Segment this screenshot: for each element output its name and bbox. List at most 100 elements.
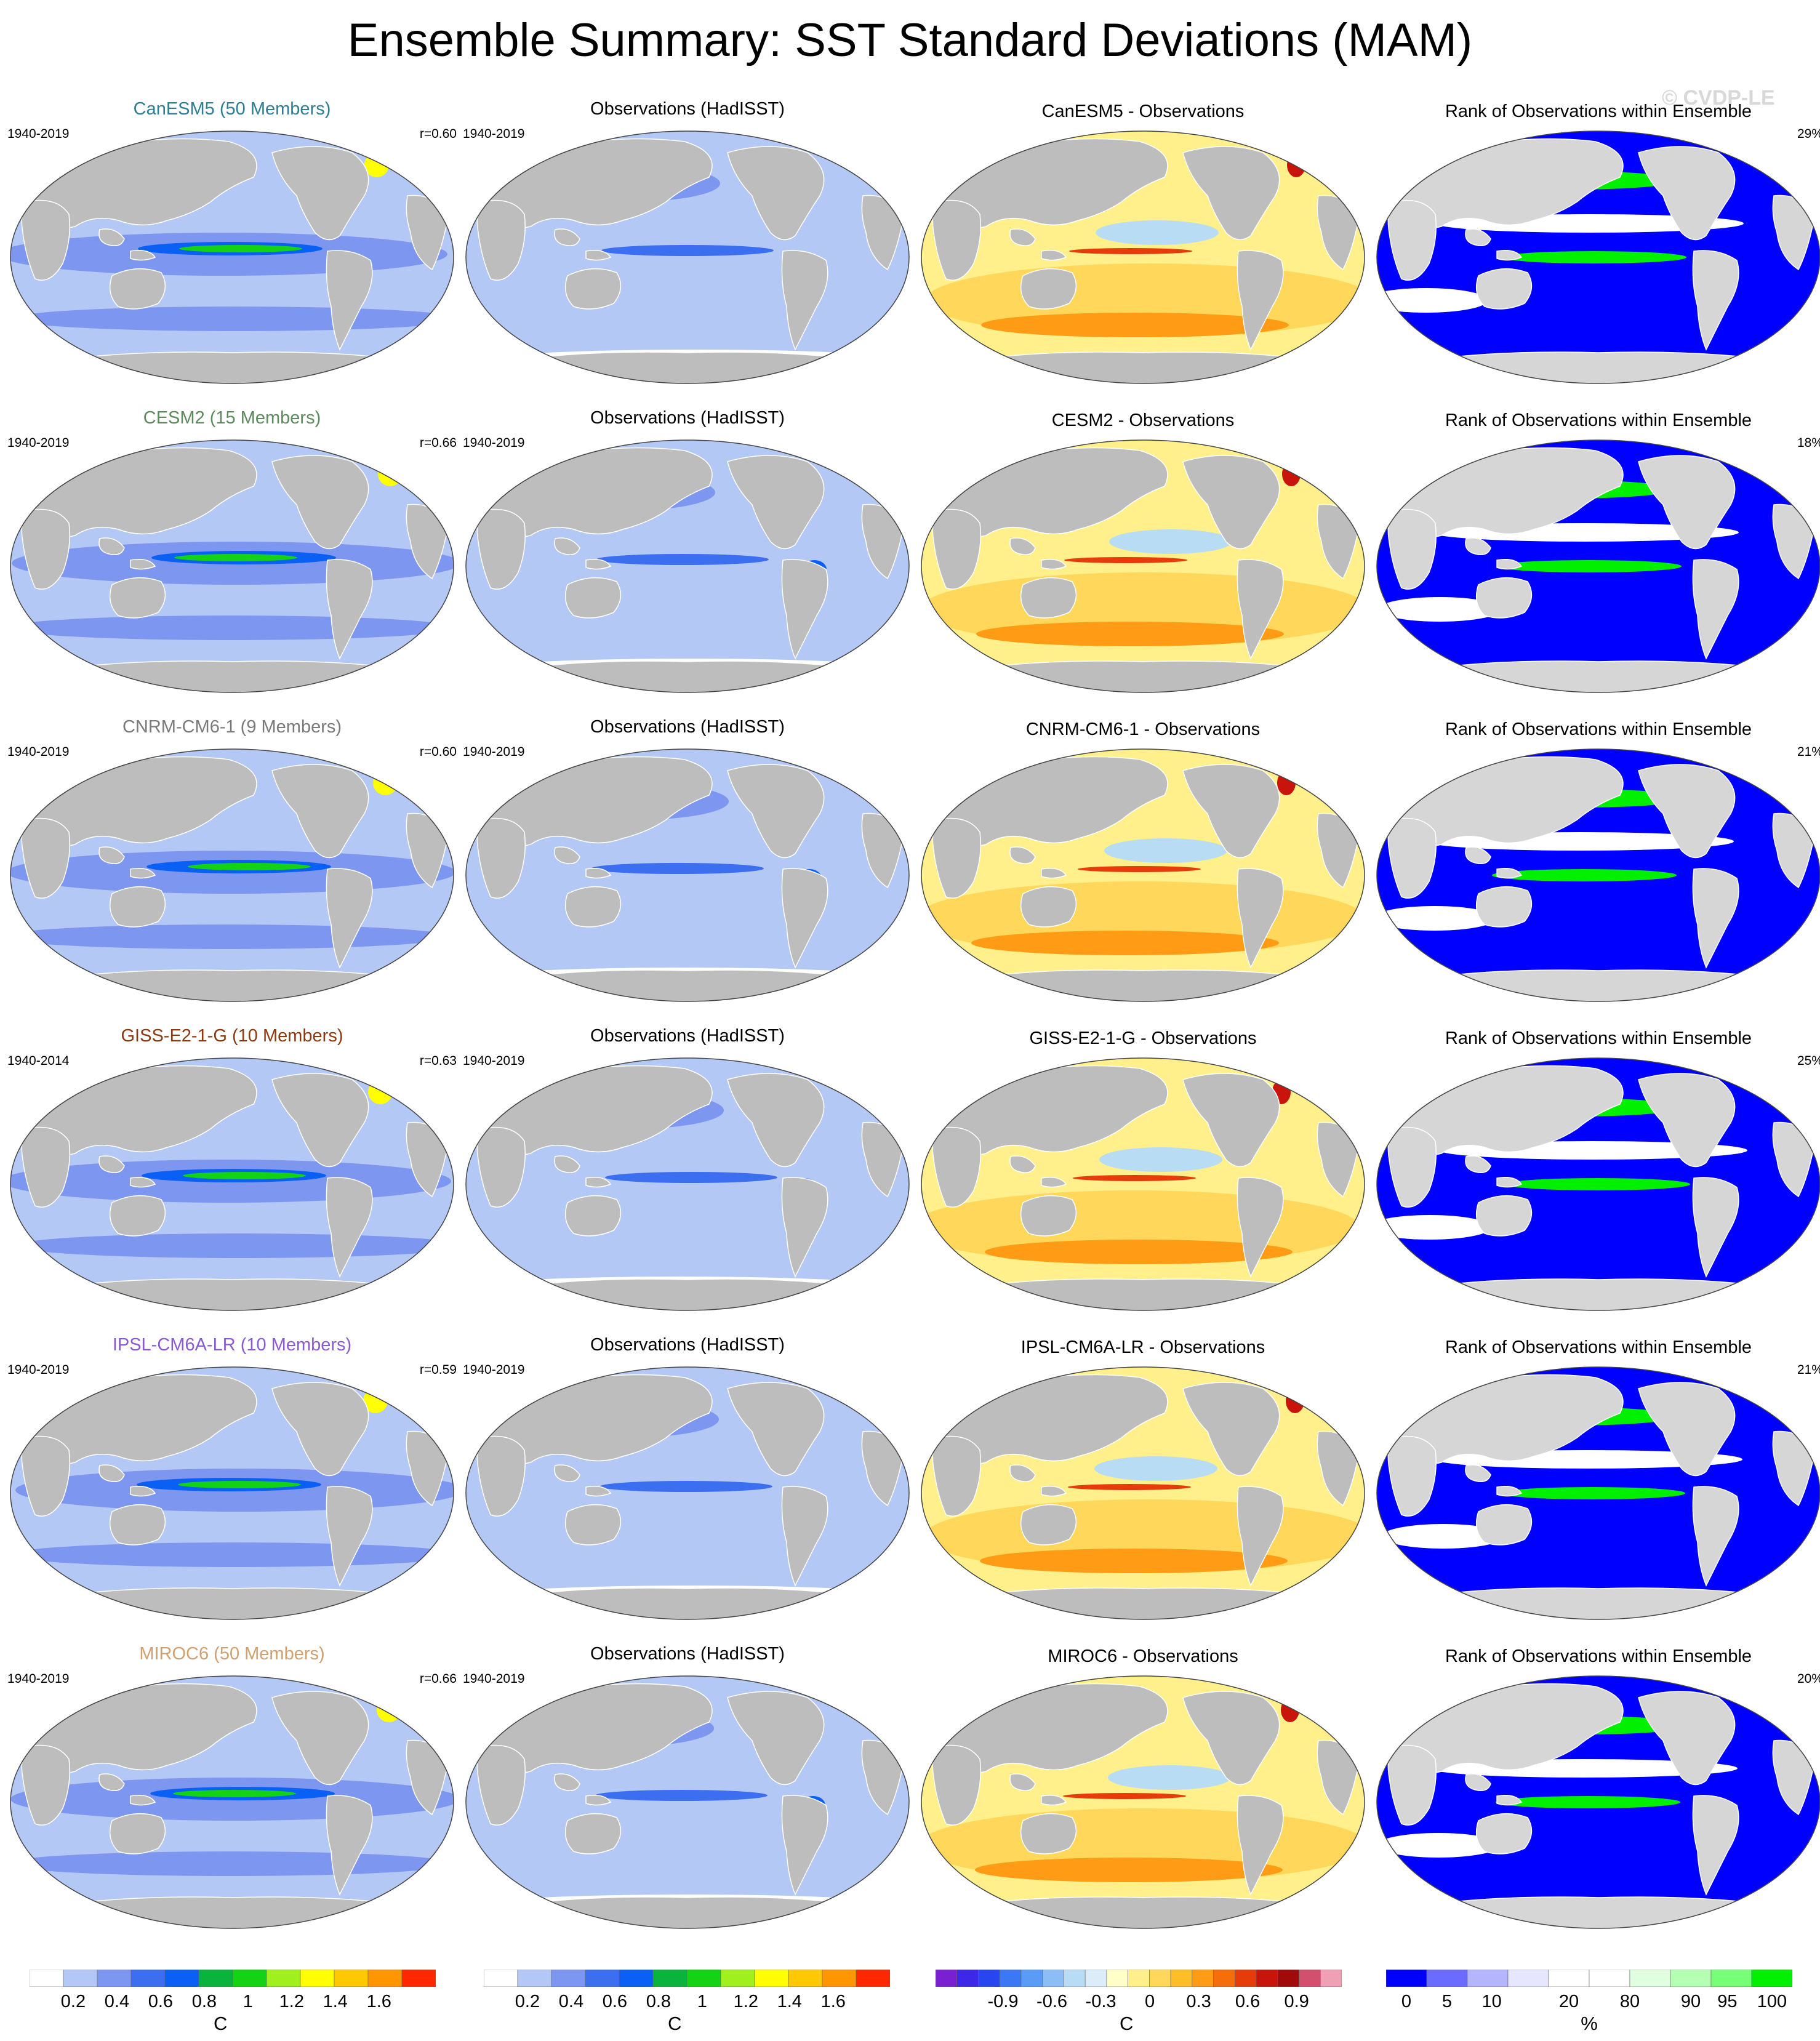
- colorbar-bar: [30, 1970, 436, 1987]
- obs-map: [465, 439, 910, 693]
- colorbar-swatch: [652, 1970, 688, 1987]
- obs-panel: Observations (HadISST) 1940-2019: [463, 1643, 912, 1933]
- colorbar-swatch: [1128, 1970, 1150, 1987]
- colorbar-swatch: [1235, 1970, 1257, 1987]
- model-title: GISS-E2-1-G (10 Members): [121, 1026, 343, 1046]
- colorbar-swatch: [266, 1970, 301, 1987]
- map-outline: [465, 439, 910, 693]
- std-map: [10, 1366, 454, 1620]
- watermark: © CVDP-LE: [1662, 86, 1775, 110]
- field-contour: [1068, 1484, 1191, 1490]
- field-contour: [595, 1790, 768, 1801]
- field-contour: [1496, 1796, 1680, 1808]
- colorbar-swatch: [367, 1970, 403, 1987]
- rank-map: [1376, 1366, 1820, 1620]
- map-outline: [465, 748, 910, 1002]
- map-outline: [465, 1366, 910, 1620]
- diff-title: IPSL-CM6A-LR - Observations: [1020, 1337, 1265, 1357]
- colorbar-swatch: [978, 1970, 1000, 1987]
- map-outline: [921, 1675, 1365, 1929]
- colorbar-unit: C: [1119, 2013, 1134, 2034]
- period-label: 1940-2019: [7, 436, 70, 450]
- period-label: 1940-2019: [463, 1672, 525, 1686]
- colorbar-swatch: [164, 1970, 199, 1987]
- map-outline: [921, 1366, 1365, 1620]
- colorbar-swatch: [1548, 1970, 1590, 1987]
- colorbar-swatch: [1589, 1970, 1630, 1987]
- obs-panel: Observations (HadISST) 1940-2019: [463, 716, 912, 1006]
- obs-panel: Observations (HadISST) 1940-2019: [463, 1334, 912, 1624]
- field-contour: [174, 554, 297, 561]
- map-outline: [921, 1057, 1365, 1311]
- field-contour: [601, 245, 774, 256]
- colorbar-swatch: [232, 1970, 267, 1987]
- field-contour: [173, 1790, 296, 1797]
- obs-map: [465, 748, 910, 1002]
- colorbar-swatch: [1386, 1970, 1427, 1987]
- field-contour: [1502, 251, 1686, 263]
- colorbar-swatch: [1213, 1970, 1235, 1987]
- colorbar-swatch: [97, 1970, 132, 1987]
- rank-percent: 21%: [1797, 745, 1820, 759]
- colorbar-tick-label: 0.8: [646, 1992, 671, 2011]
- colorbar-swatch: [999, 1970, 1022, 1987]
- field-contour: [378, 462, 403, 486]
- colorbar-swatch: [1426, 1970, 1468, 1987]
- pattern-correlation: r=0.60: [419, 127, 457, 141]
- diff-map: [921, 1675, 1365, 1929]
- colorbar-tick-label: 1.6: [820, 1992, 846, 2011]
- std-panel: CanESM5 (50 Members) 1940-2019 r=0.60: [7, 98, 457, 388]
- field-contour: [600, 1481, 772, 1492]
- pattern-correlation: r=0.60: [419, 745, 457, 759]
- model-title: MIROC6 (50 Members): [139, 1644, 325, 1664]
- colorbar-unit: %: [1581, 2013, 1598, 2034]
- field-contour: [15, 1233, 454, 1258]
- colorbar-swatch: [1084, 1970, 1107, 1987]
- field-contour: [1069, 248, 1192, 254]
- map-outline: [921, 748, 1365, 1002]
- colorbar-tick-label: -0.9: [987, 1992, 1019, 2011]
- colorbar-tick-label: 0.6: [1235, 1992, 1261, 2011]
- obs-title: Observations (HadISST): [590, 1335, 785, 1355]
- std-panel: CESM2 (15 Members) 1940-2019 r=0.66: [7, 407, 457, 697]
- field-contour: [596, 554, 769, 565]
- std-panel: IPSL-CM6A-LR (10 Members) 1940-2019 r=0.59: [7, 1334, 457, 1624]
- diff-panel: CanESM5 - Observations: [918, 98, 1368, 388]
- map-outline: [921, 130, 1365, 384]
- model-title: IPSL-CM6A-LR (10 Members): [112, 1335, 352, 1355]
- rank-panel: Rank of Observations within Ensemble 25%: [1374, 1025, 1820, 1315]
- colorbar-swatch: [63, 1970, 98, 1987]
- colorbar-swatch: [1170, 1970, 1193, 1987]
- field-contour: [981, 313, 1289, 337]
- field-contour: [1286, 1389, 1304, 1413]
- field-contour: [1108, 1765, 1231, 1790]
- period-label: 1940-2019: [7, 1363, 70, 1377]
- field-contour: [1096, 220, 1219, 245]
- colorbar-tick-label: 0.3: [1186, 1992, 1211, 2011]
- std-panel: MIROC6 (50 Members) 1940-2019 r=0.66: [7, 1643, 457, 1933]
- map-outline: [10, 439, 454, 693]
- field-contour: [10, 1851, 454, 1876]
- map-outline: [465, 130, 910, 384]
- field-contour: [605, 1172, 777, 1183]
- std-map: [10, 748, 454, 1002]
- rank-map: [1376, 130, 1820, 384]
- colorbar: 0.2 0.4 0.6 0.8 1 1.2 1.4 1.6 C: [30, 1970, 436, 2041]
- colorbar-tick-label: 0.6: [148, 1992, 174, 2011]
- rank-title: Rank of Observations within Ensemble: [1445, 1029, 1752, 1048]
- map-outline: [1376, 130, 1820, 384]
- period-label: 1940-2019: [463, 436, 525, 450]
- colorbar-tick-label: 0: [1401, 1992, 1412, 2011]
- rank-panel: Rank of Observations within Ensemble 20%: [1374, 1643, 1820, 1933]
- map-outline: [465, 1057, 910, 1311]
- field-contour: [1078, 866, 1201, 872]
- field-contour: [976, 622, 1284, 646]
- map-outline: [1376, 1057, 1820, 1311]
- colorbar-swatch: [956, 1970, 979, 1987]
- colorbar-swatch: [585, 1970, 620, 1987]
- colorbar-swatch: [754, 1970, 789, 1987]
- colorbar-swatch: [1507, 1970, 1549, 1987]
- field-contour: [1377, 1215, 1491, 1240]
- obs-title: Observations (HadISST): [590, 408, 785, 428]
